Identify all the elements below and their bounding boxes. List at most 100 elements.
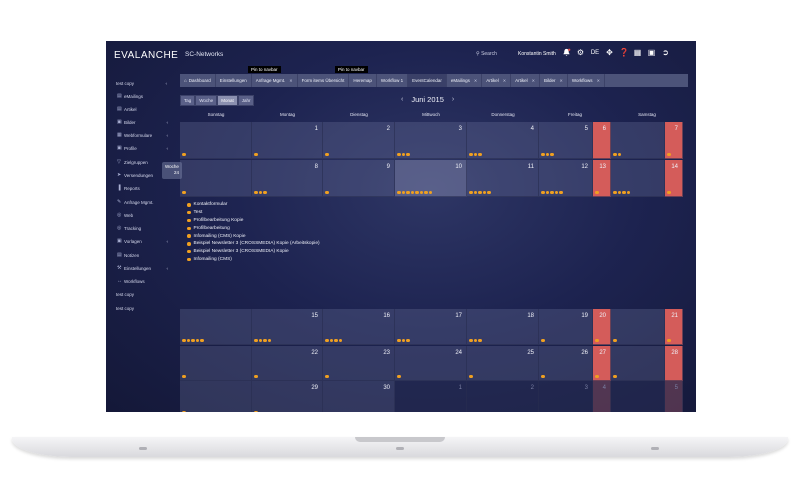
logout-icon[interactable]: ➲ — [662, 48, 669, 57]
close-icon[interactable]: ✕ — [596, 78, 600, 83]
event-dot[interactable] — [258, 338, 262, 342]
event-dot[interactable] — [397, 374, 401, 378]
event-dot[interactable] — [186, 338, 190, 342]
view-button[interactable]: Tag — [180, 95, 196, 106]
calendar-day-cell[interactable]: 23 — [323, 346, 395, 381]
tab-item[interactable]: Workflow 1 — [377, 74, 409, 87]
event-dot[interactable] — [541, 190, 545, 194]
grid-icon[interactable]: ▦ — [633, 48, 642, 57]
view-button[interactable]: Monat — [217, 95, 238, 106]
event-dot[interactable] — [478, 152, 482, 156]
calendar-day-cell[interactable]: 16 — [323, 309, 395, 345]
event-dot[interactable] — [195, 338, 199, 342]
event-dot[interactable] — [401, 152, 405, 156]
event-item[interactable]: Kontaktformular — [187, 201, 320, 209]
event-dot[interactable] — [410, 190, 414, 194]
week-flyout[interactable]: Woche 24 — [162, 162, 182, 179]
calendar-day-cell[interactable]: 5 — [665, 381, 683, 412]
sidebar-item[interactable]: ⚒ Einstellungen ‹ — [117, 263, 170, 273]
user-name[interactable]: Konstantin Smith — [518, 51, 556, 57]
sidebar-item[interactable]: ▽ Zielgruppen — [117, 157, 170, 167]
event-dot[interactable] — [415, 190, 419, 194]
event-dot[interactable] — [617, 190, 621, 194]
calendar-day-cell[interactable]: 6 — [593, 122, 611, 159]
event-dot[interactable] — [401, 190, 405, 194]
close-icon[interactable]: ✕ — [559, 78, 563, 83]
calendar-day-cell[interactable] — [180, 309, 252, 345]
event-dot[interactable] — [541, 152, 545, 156]
event-dot[interactable] — [469, 338, 473, 342]
event-dot[interactable] — [595, 190, 599, 194]
event-dot[interactable] — [182, 152, 186, 156]
calendar-day-cell[interactable] — [180, 346, 252, 381]
event-dot[interactable] — [473, 152, 477, 156]
event-dot[interactable] — [428, 190, 432, 194]
calendar-day-cell[interactable] — [180, 160, 252, 197]
event-dot[interactable] — [541, 338, 545, 342]
calendar-day-cell[interactable]: 15 — [252, 309, 323, 345]
sidebar-item[interactable]: test copy ‹ — [116, 78, 169, 88]
event-dot[interactable] — [469, 374, 473, 378]
event-item[interactable]: Profilbearbeitung — [187, 224, 320, 232]
calendar-day-cell[interactable]: 18 — [467, 309, 539, 345]
calendar-day-cell[interactable]: 9 — [323, 160, 395, 197]
event-item[interactable]: Beispiel Newsletter 3 (CROSSMEDIA) Kopie — [187, 248, 320, 256]
calendar-day-cell[interactable]: 4 — [593, 381, 611, 412]
calendar-day-cell[interactable]: 12 — [539, 160, 593, 197]
calendar-day-cell[interactable] — [180, 381, 252, 412]
event-dot[interactable] — [182, 338, 186, 342]
event-dot[interactable] — [667, 338, 671, 342]
language-select[interactable]: DE — [590, 50, 600, 56]
calendar-day-cell[interactable]: 19 — [539, 309, 593, 345]
window-icon[interactable]: ▣ — [647, 48, 656, 57]
move-icon[interactable]: ✥ — [606, 48, 613, 57]
close-icon[interactable]: ✕ — [289, 78, 293, 83]
close-icon[interactable]: ✕ — [473, 78, 478, 83]
search-button[interactable]: ⚲ Search — [476, 51, 497, 57]
event-dot[interactable] — [613, 374, 617, 378]
tab-item[interactable]: ⌂ Dashboard — [180, 74, 216, 87]
event-dot[interactable] — [182, 374, 186, 378]
event-dot[interactable] — [329, 338, 333, 342]
tab-item[interactable]: Anfrage Mgmt. ✕ — [252, 74, 298, 87]
event-dot[interactable] — [263, 190, 267, 194]
calendar-day-cell[interactable] — [180, 122, 252, 159]
calendar-day-cell[interactable]: 30 — [323, 381, 395, 412]
event-dot[interactable] — [254, 374, 258, 378]
event-dot[interactable] — [406, 190, 410, 194]
tab-item[interactable]: Bilder ✕ — [540, 74, 568, 87]
event-dot[interactable] — [545, 190, 549, 194]
sidebar-item[interactable]: ▣ Vorlagen ‹ — [117, 236, 170, 246]
event-dot[interactable] — [617, 152, 621, 156]
calendar-day-cell[interactable]: 2 — [323, 122, 395, 159]
calendar-day-cell[interactable] — [611, 381, 665, 412]
sidebar-item[interactable]: ▣ Profile ‹ — [117, 143, 170, 153]
calendar-day-cell[interactable]: 28 — [665, 346, 683, 381]
chevron-left-icon[interactable]: ‹ — [165, 80, 168, 86]
brand-logo[interactable]: EVALANCHE — [114, 50, 179, 61]
event-dot[interactable] — [478, 190, 482, 194]
sidebar-item[interactable]: ▣ Bilder ‹ — [117, 117, 170, 127]
event-dot[interactable] — [200, 338, 204, 342]
event-dot[interactable] — [254, 410, 258, 412]
tab-item[interactable]: eMailings ✕ — [447, 74, 483, 87]
calendar-day-cell[interactable]: 2 — [467, 381, 539, 412]
close-icon[interactable]: ✕ — [502, 78, 507, 83]
event-dot[interactable] — [667, 190, 671, 194]
calendar-day-cell[interactable]: 17 — [395, 309, 467, 345]
calendar-day-cell[interactable]: 27 — [593, 346, 611, 381]
view-button[interactable]: Jahr — [237, 95, 255, 106]
view-button[interactable]: Woche — [195, 95, 218, 106]
event-dot[interactable] — [254, 152, 258, 156]
calendar-day-cell[interactable]: 14 — [665, 160, 683, 197]
event-dot[interactable] — [550, 190, 554, 194]
sidebar-item[interactable]: ▤ Notizen — [117, 250, 170, 260]
event-dot[interactable] — [191, 338, 195, 342]
sidebar-item[interactable]: ▤ eMailings — [117, 91, 170, 101]
event-dot[interactable] — [338, 338, 342, 342]
calendar-day-cell[interactable]: 25 — [467, 346, 539, 381]
event-dot[interactable] — [626, 190, 630, 194]
tab-item[interactable]: Artikel ✕ — [482, 74, 512, 87]
event-dot[interactable] — [182, 410, 186, 412]
event-dot[interactable] — [469, 190, 473, 194]
